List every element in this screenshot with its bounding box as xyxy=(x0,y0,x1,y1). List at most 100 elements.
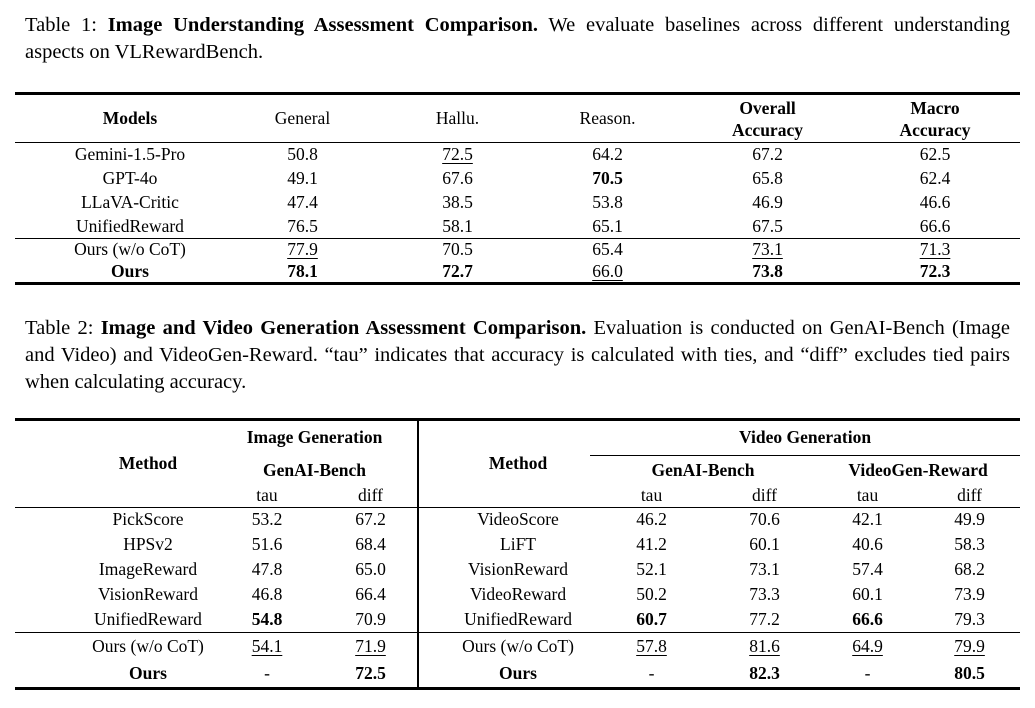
table1-caption-label: Table 1: xyxy=(25,14,108,36)
table-cell: 54.8 xyxy=(251,608,283,629)
row-label: VisionReward xyxy=(467,559,569,579)
table-cell: 58.1 xyxy=(442,215,473,236)
column-header-diff: diff xyxy=(752,485,777,506)
table-cell: 67.2 xyxy=(355,509,386,530)
table-cell: 70.9 xyxy=(355,608,386,629)
table-cell: 49.9 xyxy=(954,509,985,530)
table-row: LLaVA-Critic 47.4 38.5 53.8 46.9 46.6 xyxy=(15,191,1020,215)
table-cell: 53.2 xyxy=(251,509,283,530)
table-cell: 58.3 xyxy=(954,534,985,554)
table2-vertical-divider xyxy=(417,417,419,690)
table-row: GPT-4o 49.1 67.6 70.5 65.8 62.4 xyxy=(15,167,1020,191)
table-cell: - xyxy=(648,662,655,683)
column-header-tau: tau xyxy=(256,485,278,506)
table-cell: 66.6 xyxy=(852,608,883,629)
table-cell: 72.5 xyxy=(355,662,386,683)
row-label: UnifiedReward xyxy=(464,608,572,629)
understanding-table-wrapper: Models General Hallu. Reason. Overall Acc… xyxy=(15,92,1020,285)
table-cell: 73.9 xyxy=(954,584,985,604)
row-label: Ours xyxy=(499,662,537,683)
table-cell: 64.9 xyxy=(852,635,883,656)
row-label: LiFT xyxy=(500,534,536,554)
table-cell: 47.4 xyxy=(287,192,318,212)
bench-header-genai-bench-video: GenAI-Bench xyxy=(651,459,755,480)
column-header-reason: Reason. xyxy=(579,108,636,128)
row-label: HPSv2 xyxy=(123,534,173,554)
table-cell: 42.1 xyxy=(852,509,883,530)
table-row: VisionReward 46.8 66.4 VideoReward 50.2 … xyxy=(15,582,1020,607)
table-cell: - xyxy=(264,662,270,683)
table1-caption-title: Image Understanding Assessment Compariso… xyxy=(107,14,539,36)
table-cell: 71.9 xyxy=(355,635,386,656)
row-label: Ours xyxy=(111,260,149,281)
row-label: VideoScore xyxy=(477,509,559,530)
column-header-tau: tau xyxy=(856,485,879,506)
table-cell: 51.6 xyxy=(251,534,283,554)
row-label: LLaVA-Critic xyxy=(81,192,179,212)
column-header-overall-accuracy: Overall Accuracy xyxy=(732,97,803,140)
table-cell: 50.2 xyxy=(636,584,667,604)
table-row: Ours 78.1 72.7 66.0 73.8 72.3 xyxy=(15,261,1020,284)
table2-caption-label: Table 2: xyxy=(25,316,101,339)
column-header-models: Models xyxy=(102,108,158,128)
table1-caption-text: We evaluate baselines across different u… xyxy=(25,14,1010,63)
table-cell: 57.4 xyxy=(852,559,883,579)
bench-header-videogen-reward: VideoGen-Reward xyxy=(848,459,988,480)
group-header-video-generation: Video Generation xyxy=(590,419,1021,456)
table-cell: 79.3 xyxy=(954,608,985,629)
table-cell: 65.8 xyxy=(752,168,783,188)
table-cell: 73.1 xyxy=(752,239,783,260)
table-cell: - xyxy=(864,662,871,683)
table-row: Ours - 72.5 Ours - 82.3 - 80.5 xyxy=(15,660,1020,688)
table-cell: 65.0 xyxy=(355,559,386,579)
table-row: ImageReward 47.8 65.0 VisionReward 52.1 … xyxy=(15,557,1020,582)
table-cell: 77.2 xyxy=(749,608,780,629)
table-cell: 38.5 xyxy=(442,192,473,212)
table-cell: 81.6 xyxy=(749,635,780,656)
table-cell: 66.0 xyxy=(592,260,623,281)
table-cell: 82.3 xyxy=(749,662,780,683)
table-cell: 60.1 xyxy=(852,584,883,604)
table-cell: 68.2 xyxy=(954,559,985,579)
table-cell: 65.4 xyxy=(592,239,623,260)
header-row: GenAI-Bench GenAI-Bench VideoGen-Reward xyxy=(15,455,1020,485)
table-cell: 57.8 xyxy=(636,635,667,656)
generation-table: Method Image Generation Method Video Gen… xyxy=(15,417,1021,690)
bench-header-genai-bench-image: GenAI-Bench xyxy=(262,459,367,480)
row-label: VideoReward xyxy=(469,584,567,604)
table-cell: 79.9 xyxy=(954,635,985,656)
table-row: HPSv2 51.6 68.4 LiFT 41.2 60.1 40.6 58.3 xyxy=(15,532,1020,557)
table-cell: 46.9 xyxy=(752,192,783,212)
table-cell: 49.1 xyxy=(287,168,318,188)
table-cell: 73.1 xyxy=(749,559,780,579)
table-cell: 73.3 xyxy=(749,584,780,604)
row-label: Ours xyxy=(129,662,167,683)
understanding-table: Models General Hallu. Reason. Overall Acc… xyxy=(15,92,1020,285)
table-cell: 53.8 xyxy=(592,192,623,212)
table-cell: 78.1 xyxy=(287,260,318,281)
table-row: Ours (w/o CoT) 77.9 70.5 65.4 73.1 71.3 xyxy=(15,239,1020,261)
table-cell: 66.6 xyxy=(919,215,951,236)
table-cell: 77.9 xyxy=(287,239,318,260)
row-label: UnifiedReward xyxy=(94,608,202,629)
table-cell: 60.1 xyxy=(749,534,780,554)
header-row: Models General Hallu. Reason. Overall Acc… xyxy=(15,94,1020,143)
generation-table-wrapper: Method Image Generation Method Video Gen… xyxy=(15,417,1021,690)
column-header-general: General xyxy=(274,108,331,128)
table-cell: 67.2 xyxy=(752,144,783,165)
table-cell: 70.5 xyxy=(592,168,623,188)
table-cell: 62.4 xyxy=(919,168,951,188)
table-cell: 60.7 xyxy=(636,608,667,629)
table-cell: 80.5 xyxy=(954,662,985,683)
row-label: VisionReward xyxy=(97,584,199,604)
column-header-diff: diff xyxy=(358,485,383,506)
column-header-method-left: Method xyxy=(118,453,178,473)
table-cell: 46.2 xyxy=(636,509,667,530)
table1-caption: Table 1: Image Understanding Assessment … xyxy=(25,12,1010,66)
table-cell: 72.3 xyxy=(919,260,951,281)
table-cell: 54.1 xyxy=(251,635,283,656)
table-row: PickScore 53.2 67.2 VideoScore 46.2 70.6… xyxy=(15,507,1020,532)
group-header-image-generation: Image Generation xyxy=(246,427,383,448)
header-row: Method Image Generation Method Video Gen… xyxy=(15,419,1021,473)
table-cell: 46.6 xyxy=(919,192,951,212)
